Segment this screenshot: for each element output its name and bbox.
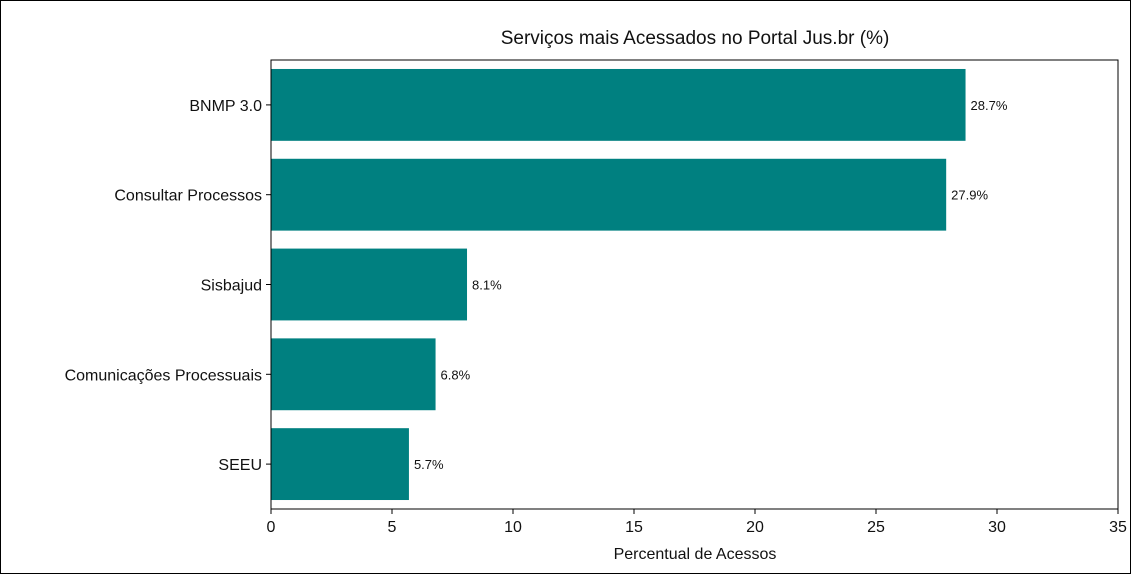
category-label: SEEU (218, 457, 262, 474)
bar-3 (271, 338, 436, 411)
value-label: 28.7% (971, 98, 1008, 113)
bar-2 (271, 248, 468, 321)
bars-group (271, 68, 966, 501)
bar-0 (271, 68, 966, 141)
x-tick-label: 0 (267, 519, 276, 536)
value-labels: 28.7% 27.9% 8.1% 6.8% 5.7% (414, 98, 1008, 472)
category-label: Comunicações Processuais (65, 367, 262, 384)
x-tick-label: 5 (388, 519, 397, 536)
chart-title: Serviços mais Acessados no Portal Jus.br… (501, 28, 890, 49)
x-tick-label: 10 (504, 519, 522, 536)
x-tick-label: 30 (988, 519, 1006, 536)
value-label: 27.9% (951, 188, 988, 203)
x-tick-label: 20 (746, 519, 764, 536)
category-label: BNMP 3.0 (189, 98, 262, 115)
x-axis-ticks: 0 5 10 15 20 25 30 35 (267, 509, 1127, 536)
value-label: 5.7% (414, 457, 444, 472)
value-label: 8.1% (472, 278, 502, 293)
bar-4 (271, 428, 409, 501)
x-tick-label: 35 (1109, 519, 1127, 536)
category-labels: BNMP 3.0 Consultar Processos Sisbajud Comun… (65, 98, 271, 474)
x-tick-label: 15 (625, 519, 643, 536)
value-label: 6.8% (441, 367, 471, 382)
plot-area-border (270, 59, 1119, 510)
category-label: Sisbajud (201, 278, 262, 295)
category-label: Consultar Processos (114, 188, 262, 205)
x-tick-label: 25 (867, 519, 885, 536)
x-axis-title: Percentual de Acessos (614, 546, 777, 563)
bar-1 (271, 158, 947, 231)
